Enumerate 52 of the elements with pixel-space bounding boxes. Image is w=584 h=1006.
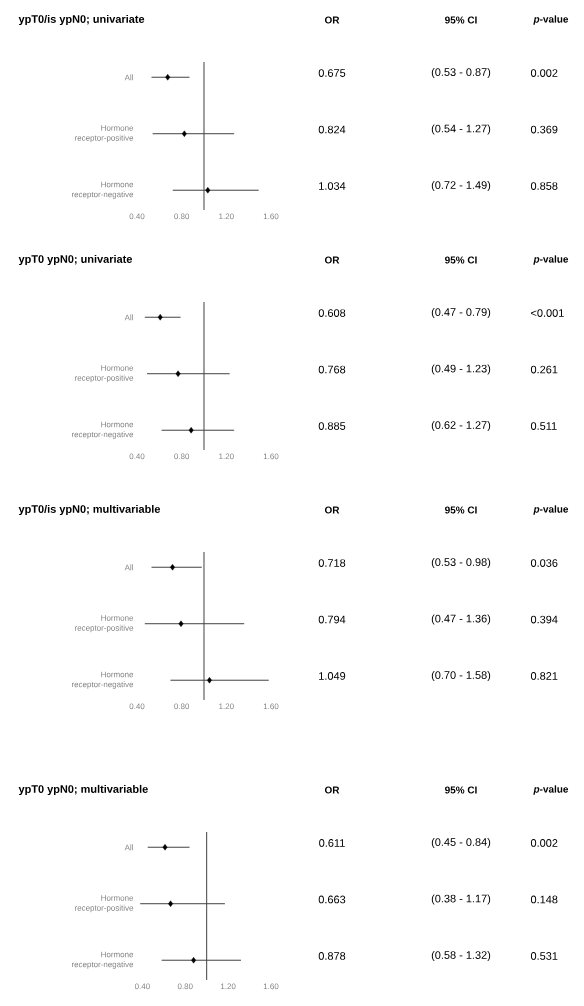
data-label: 0.663 bbox=[318, 895, 346, 904]
chart-title: ypT0/is ypN0; univariate bbox=[18, 14, 145, 26]
text: 0.036 bbox=[530, 559, 558, 567]
text: (0.62 - 1.27) bbox=[431, 420, 491, 432]
data-label: 1.034 bbox=[319, 182, 346, 190]
text: 0.531 bbox=[530, 952, 558, 960]
text: p-value bbox=[533, 505, 569, 515]
text: (0.53 - 0.98) bbox=[431, 557, 491, 569]
text: p-value bbox=[533, 15, 569, 25]
text: (0.58 - 1.32) bbox=[431, 950, 491, 962]
text: 0.369 bbox=[530, 125, 558, 134]
text: p-value bbox=[533, 785, 569, 795]
text: 95% CI bbox=[445, 16, 477, 24]
data-label: 0.608 bbox=[318, 309, 346, 317]
chart-title: ypT0 ypN0; multivariable bbox=[18, 784, 148, 796]
text: (0.72 - 1.49) bbox=[431, 180, 491, 192]
text: (0.54 - 1.27) bbox=[431, 124, 491, 135]
text: 95% CI bbox=[445, 506, 477, 514]
text: 0.261 bbox=[530, 365, 558, 374]
text: (0.47 - 1.36) bbox=[431, 614, 491, 625]
chart-title: ypT0 ypN0; univariate bbox=[18, 254, 133, 266]
text: <0.001 bbox=[531, 309, 564, 317]
data-label: 0.824 bbox=[318, 125, 346, 134]
text: 95% CI bbox=[445, 256, 477, 264]
text: 95% CI bbox=[445, 786, 477, 794]
text: (0.49 - 1.23) bbox=[431, 364, 491, 375]
text: 0.821 bbox=[530, 672, 558, 680]
text: (0.38 - 1.17) bbox=[431, 894, 491, 905]
chart-title: ypT0/is ypN0; multivariable bbox=[18, 504, 161, 516]
text: 0.394 bbox=[530, 615, 558, 624]
text: OR bbox=[324, 256, 340, 264]
data-label: 1.049 bbox=[319, 672, 346, 680]
data-label: 0.611 bbox=[319, 839, 345, 847]
data-label: 0.794 bbox=[318, 615, 346, 624]
text: (0.53 - 0.87) bbox=[431, 67, 491, 79]
text: 0.148 bbox=[530, 895, 558, 904]
data-label: 0.718 bbox=[318, 559, 346, 567]
text: 0.002 bbox=[530, 839, 558, 847]
text: 0.511 bbox=[530, 422, 557, 430]
data-label: 0.878 bbox=[318, 952, 346, 960]
text: (0.70 - 1.58) bbox=[431, 670, 491, 682]
data-label: 0.768 bbox=[318, 365, 346, 374]
text: p-value bbox=[533, 255, 569, 265]
text: 0.002 bbox=[530, 69, 558, 77]
data-label: 0.885 bbox=[318, 422, 346, 430]
text: OR bbox=[324, 506, 340, 514]
text: (0.47 - 0.79) bbox=[431, 307, 491, 319]
text: (0.45 - 0.84) bbox=[431, 837, 491, 849]
data-label: 0.675 bbox=[318, 69, 346, 77]
text: OR bbox=[324, 16, 340, 24]
text: OR bbox=[324, 786, 340, 794]
text: 0.858 bbox=[530, 182, 558, 190]
